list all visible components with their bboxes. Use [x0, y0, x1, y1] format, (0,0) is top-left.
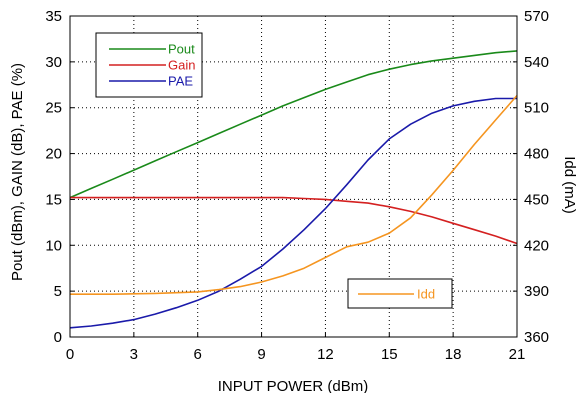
x-tick-label: 3 — [130, 346, 138, 363]
x-axis-title: INPUT POWER (dBm) — [218, 378, 369, 393]
legend-label-pae: PAE — [168, 74, 193, 89]
y-tick-label: 5 — [54, 283, 62, 300]
x-tick-label: 0 — [66, 346, 74, 363]
y2-tick-label: 420 — [524, 237, 549, 254]
x-tick-label: 12 — [317, 346, 334, 363]
series-line-pout — [69, 50, 518, 199]
x-tick-label: 18 — [445, 346, 462, 363]
y-tick-label: 10 — [45, 237, 62, 254]
series-line-idd — [70, 94, 518, 296]
legend-label-idd: Idd — [417, 287, 435, 302]
y2-tick-label: 510 — [524, 100, 549, 117]
x-tick-label: 6 — [194, 346, 202, 363]
series-line-pae — [69, 97, 517, 329]
y2-tick-label: 390 — [524, 283, 549, 300]
y2-tick-label: 540 — [524, 54, 549, 71]
y2-tick-label: 450 — [524, 191, 549, 208]
tick-labels: 0 3 6 9 12 15 18 210510152025303536039042045048… — [45, 8, 549, 363]
y2-tick-label: 570 — [524, 8, 549, 25]
y2-tick-label: 480 — [524, 146, 549, 163]
x-tick-label: 15 — [381, 346, 398, 363]
series-lines — [69, 50, 518, 329]
legend-label-gain: Gain — [168, 58, 195, 73]
y-axis-title: Pout (dBm), GAIN (dB), PAE (%) — [9, 63, 26, 281]
series-line-gain — [70, 196, 518, 245]
x-tick-label: 21 — [509, 346, 526, 363]
y-tick-label: 20 — [45, 146, 62, 163]
y-tick-label: 15 — [45, 191, 62, 208]
y2-tick-label: 360 — [524, 329, 549, 346]
legend-right: Idd — [347, 278, 453, 309]
y-tick-label: 0 — [54, 329, 62, 346]
x-tick-label: 9 — [257, 346, 265, 363]
y-tick-label: 25 — [45, 100, 62, 117]
legend-label-pout: Pout — [168, 42, 195, 57]
y-tick-label: 35 — [45, 8, 62, 25]
y-tick-label: 30 — [45, 54, 62, 71]
y2-axis-title: Idd (mA) — [561, 156, 578, 214]
plot-frame — [69, 15, 518, 338]
